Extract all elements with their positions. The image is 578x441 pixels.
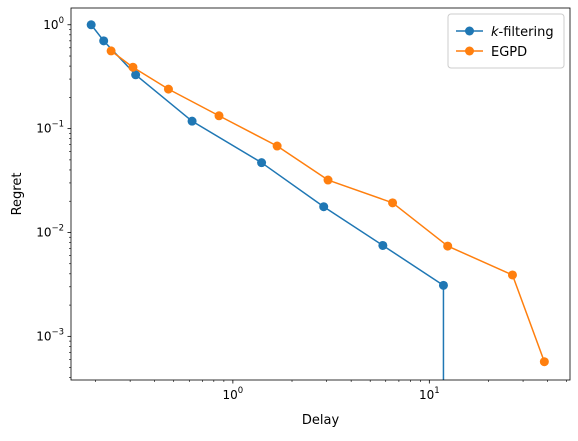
data-point-k-filtering-2 — [131, 70, 141, 80]
series-line-egpd — [110, 50, 546, 362]
data-point-k-filtering-0 — [86, 20, 96, 30]
data-point-egpd-8 — [507, 270, 517, 280]
y-tick-label-2: 10−2 — [36, 223, 64, 239]
data-point-k-filtering-5 — [319, 202, 329, 212]
data-point-egpd-3 — [214, 111, 224, 121]
legend-label-k-filtering: k-filtering — [491, 25, 554, 40]
data-point-egpd-5 — [323, 175, 333, 185]
data-point-egpd-2 — [163, 84, 173, 94]
data-point-egpd-4 — [272, 141, 282, 151]
data-point-egpd-1 — [128, 62, 138, 72]
data-point-egpd-9 — [539, 357, 549, 367]
legend: k-filtering EGPD — [447, 13, 565, 69]
data-point-k-filtering-7 — [438, 280, 448, 290]
data-point-k-filtering-4 — [257, 158, 267, 168]
legend-marker-k-filtering — [465, 26, 474, 36]
plot-area — [86, 20, 549, 380]
y-tick-label-3: 10−3 — [36, 327, 64, 343]
data-point-k-filtering-1 — [99, 36, 109, 46]
data-point-egpd-0 — [106, 46, 116, 56]
legend-box — [447, 13, 565, 69]
y-tick-label-0: 100 — [43, 16, 64, 32]
data-point-egpd-6 — [388, 198, 398, 208]
data-point-egpd-7 — [443, 241, 453, 251]
y-axis-label: Regret — [10, 173, 25, 216]
plot-frame — [70, 7, 571, 381]
x-tick-label-0: 100 — [223, 386, 244, 402]
axis-ticks: 100 101 100 10−1 10−2 10−3 — [36, 16, 567, 402]
x-axis-label: Delay — [302, 413, 340, 428]
legend-marker-egpd — [465, 46, 474, 56]
y-tick-label-1: 10−1 — [36, 120, 64, 136]
x-tick-label-1: 101 — [419, 386, 440, 402]
legend-label-egpd: EGPD — [491, 45, 527, 60]
data-point-k-filtering-6 — [378, 240, 388, 250]
data-point-k-filtering-3 — [187, 116, 197, 126]
